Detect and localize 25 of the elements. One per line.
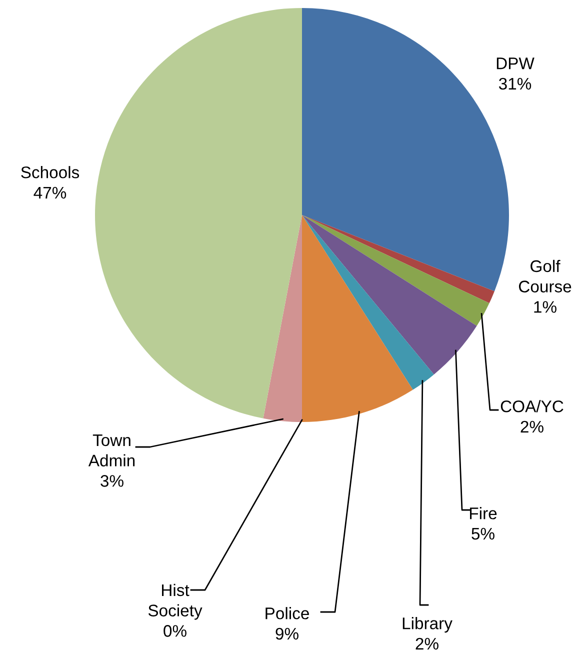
slice-label: Golf Course [518,260,572,292]
pie-slice [95,8,302,418]
slice-label: Library [402,617,452,633]
pie-slice [302,215,490,326]
slice-label: Town Admin [88,434,135,466]
slice-label: Police [266,607,309,620]
data-label: 5% [472,528,494,540]
slice-label: DPW [496,58,534,70]
data-label: 1% [534,301,556,313]
slice-label: COA/YC [500,400,564,412]
data-label: 2% [520,420,544,433]
data-label: 9% [276,628,298,640]
pie-slice [302,215,477,374]
pie-slice [263,215,302,422]
data-label: 3% [100,475,124,487]
data-label: 2% [416,638,438,650]
slice-label: Schools [21,166,80,178]
slice-label: Fire [470,507,497,520]
data-label: 47% [34,186,66,199]
data-label: 31% [498,78,532,90]
pie-slice [302,215,494,304]
category-label: Hist Society [148,584,202,620]
text: 0% [164,625,186,637]
pie-slice [302,215,434,390]
pie-slice [302,215,413,422]
